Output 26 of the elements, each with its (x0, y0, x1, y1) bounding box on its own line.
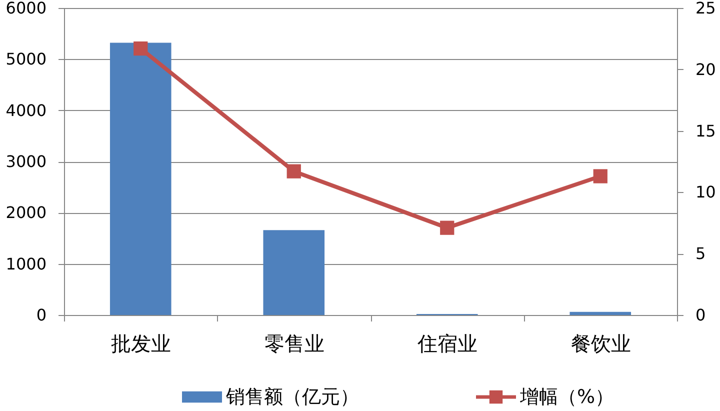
x-tick-label: 零售业 (264, 332, 324, 356)
y2-tick-label: 5 (696, 244, 706, 264)
y2-tick-label: 20 (696, 60, 716, 79)
legend-label: 销售额（亿元） (225, 386, 359, 408)
point (440, 220, 454, 235)
x-tick-label: 住宿业 (416, 332, 478, 356)
y2-tick-label: 10 (696, 182, 716, 202)
bar (110, 42, 172, 315)
y-tick-label: 3000 (6, 152, 46, 171)
y2-tick-label: 0 (696, 306, 706, 324)
point (134, 41, 148, 56)
y-tick-label: 4000 (6, 100, 46, 120)
point (593, 169, 608, 184)
y2-tick-label: 25 (696, 0, 716, 18)
bar (570, 312, 632, 315)
y-tick-label: 5000 (6, 50, 46, 69)
legend-label: 增幅（%） (519, 386, 614, 408)
point (286, 164, 301, 178)
y-tick-label: 6000 (6, 0, 46, 18)
y-tick-label: 1000 (6, 254, 46, 274)
x-tick-label: 批发业 (111, 332, 172, 356)
y-tick-label: 2000 (6, 203, 46, 222)
x-tick-label: 餐饮业 (570, 332, 631, 356)
bar (263, 230, 325, 315)
y2-tick-label: 15 (696, 121, 716, 140)
y-tick-label: 0 (36, 306, 46, 324)
